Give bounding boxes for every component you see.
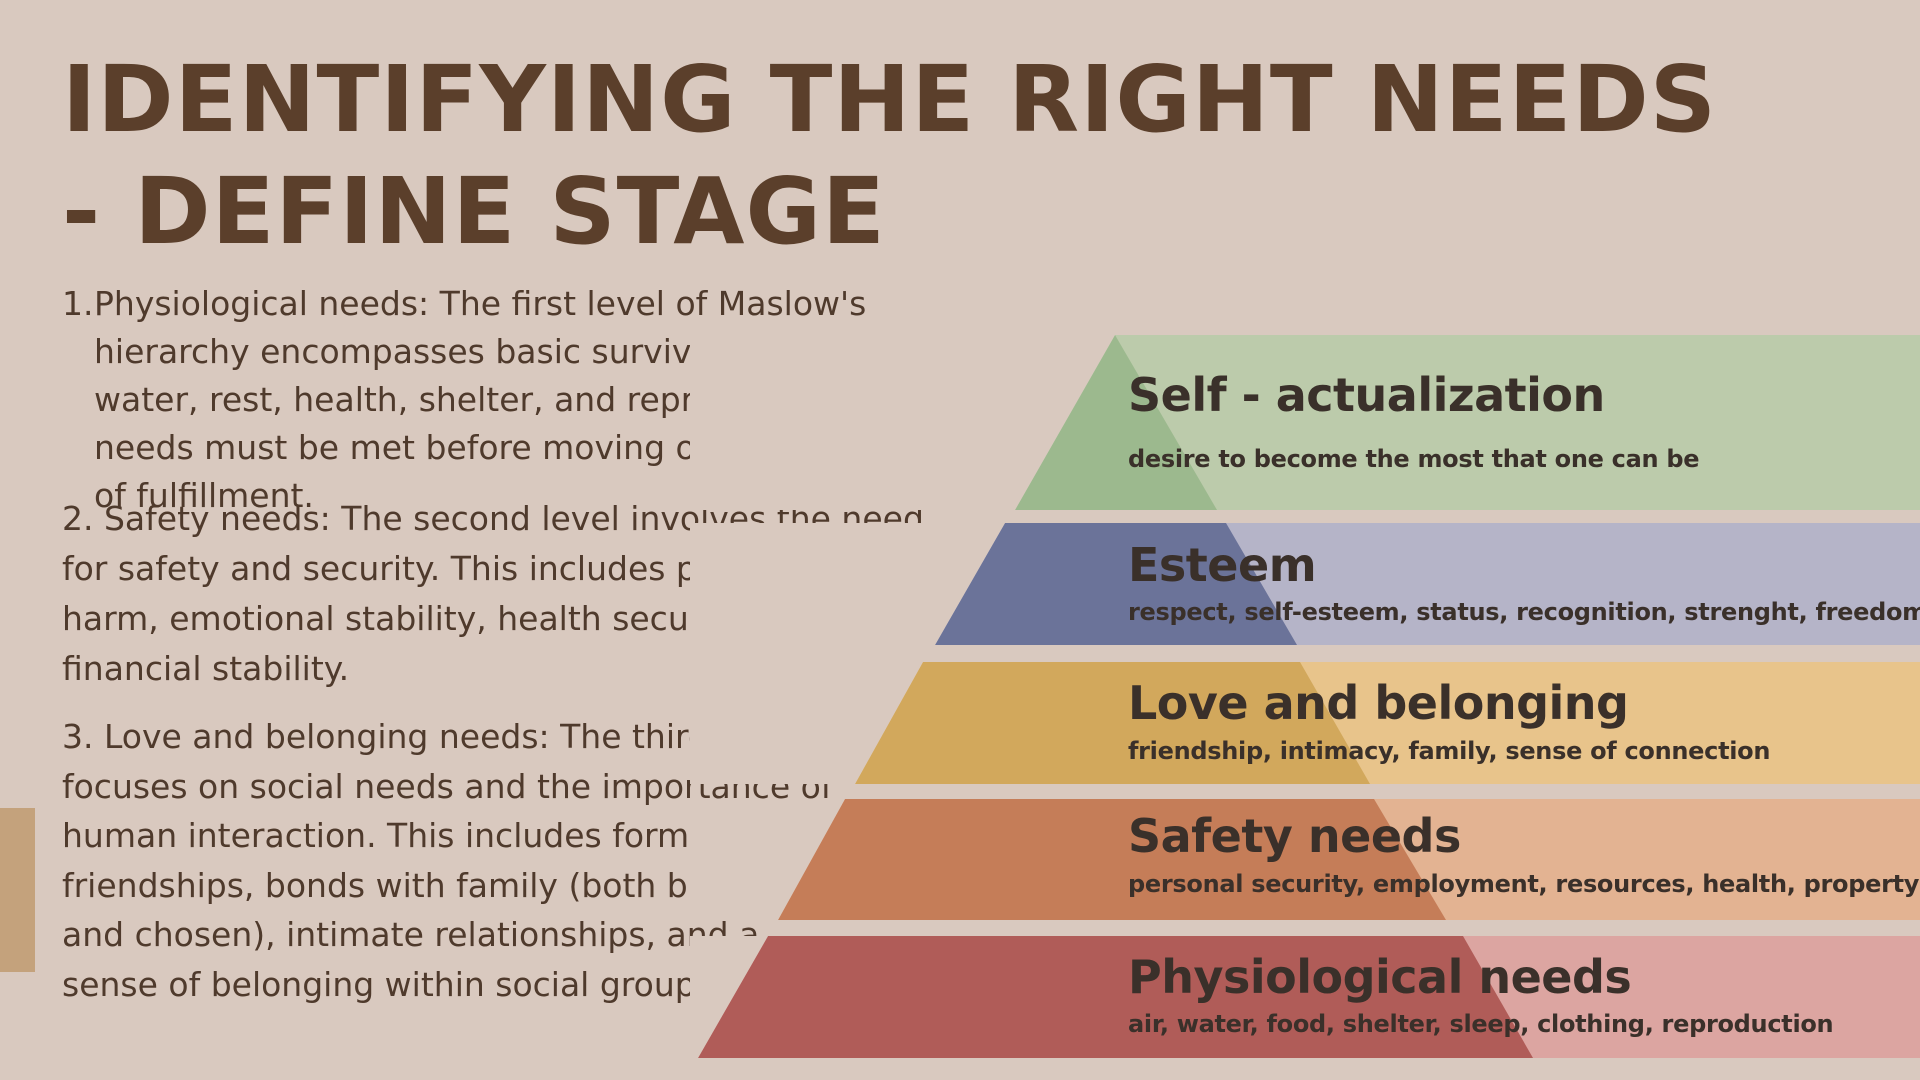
level-subtitle-physiological: air, water, food, shelter, sleep, clothi…: [1128, 1010, 1834, 1038]
level-band-self-actualization: [1015, 335, 1920, 510]
level-title-self-actualization: Self - actualization: [1128, 368, 1605, 422]
bg-cover-physiological: [690, 936, 768, 1058]
level-left-esteem: [935, 523, 1297, 645]
level-subtitle-love: friendship, intimacy, family, sense of c…: [1128, 737, 1771, 765]
level-left-love: [855, 662, 1370, 784]
pyramid-graphic: [690, 335, 1920, 1058]
accent-bar: [0, 808, 35, 972]
level-subtitle-esteem: respect, self-esteem, status, recognitio…: [1128, 598, 1920, 626]
level-title-physiological: Physiological needs: [1128, 950, 1632, 1004]
level-title-safety: Safety needs: [1128, 809, 1461, 863]
list-number: 1.: [62, 284, 94, 323]
level-title-love: Love and belonging: [1128, 676, 1629, 730]
level-left-safety: [778, 799, 1446, 920]
bg-cover-safety: [690, 799, 845, 920]
slide-title: IDENTIFYING THE RIGHT NEEDS - DEFINE STA…: [62, 46, 1717, 265]
bg-cover-self-actualization: [690, 335, 1115, 510]
bg-cover-love: [690, 662, 923, 784]
level-left-physiological: [698, 936, 1533, 1058]
level-left-self-actualization: [1015, 335, 1217, 510]
level-title-esteem: Esteem: [1128, 538, 1317, 592]
level-subtitle-safety: personal security, employment, resources…: [1128, 870, 1920, 898]
maslow-pyramid-image: Self - actualization desire to become th…: [690, 330, 1920, 1060]
level-subtitle-self-actualization: desire to become the most that one can b…: [1128, 445, 1700, 473]
bg-cover-esteem: [690, 523, 1005, 645]
